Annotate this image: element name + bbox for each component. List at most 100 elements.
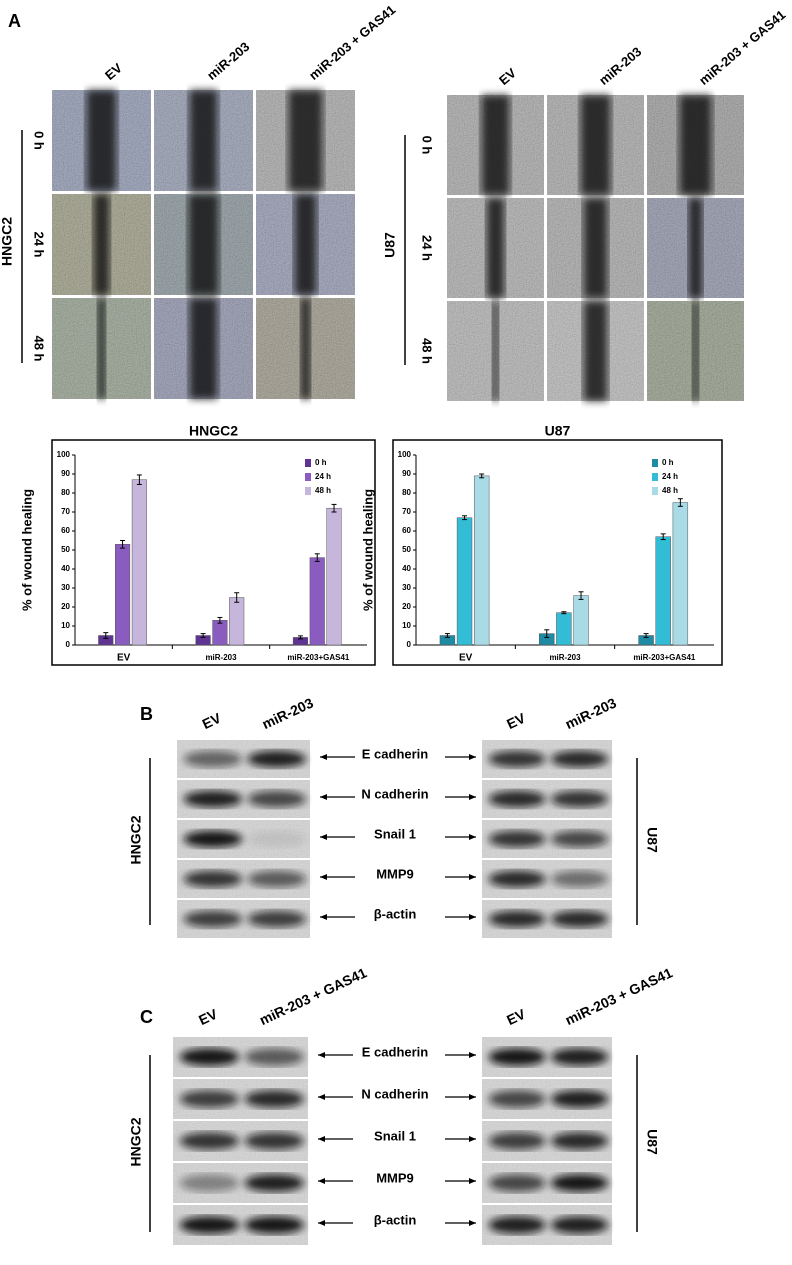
arrow-head xyxy=(320,874,327,880)
protein-label: E cadherin xyxy=(362,1044,429,1059)
wound-gap xyxy=(583,198,608,298)
blot-band xyxy=(550,790,609,808)
wound-gap xyxy=(288,90,323,191)
arrow-head xyxy=(469,754,476,760)
protein-label: MMP9 xyxy=(376,866,414,881)
blot-band xyxy=(550,1132,609,1150)
blot-band xyxy=(183,870,243,888)
blot-band xyxy=(244,1132,304,1150)
arrow-head xyxy=(469,914,476,920)
blot-band xyxy=(247,870,307,888)
y-axis-label: % of wound healing xyxy=(360,489,375,611)
wound-gap xyxy=(692,301,699,401)
legend-label: 0 h xyxy=(662,458,674,467)
blot-band xyxy=(179,1132,240,1150)
legend-label: 48 h xyxy=(662,486,678,495)
row-label: 48 h xyxy=(32,335,47,361)
blot-band xyxy=(247,910,307,928)
blot-band xyxy=(550,870,609,888)
chart-frame xyxy=(51,439,376,666)
blot-band xyxy=(179,1048,240,1066)
wound-gap xyxy=(583,301,608,401)
protein-label: N cadherin xyxy=(361,786,428,801)
blot-band xyxy=(247,830,307,848)
arrow-head xyxy=(469,794,476,800)
blot-band xyxy=(488,750,546,768)
y-tick-label: 90 xyxy=(402,469,411,478)
cell-line-label: U87 xyxy=(382,232,398,258)
y-tick-label: 10 xyxy=(402,621,411,630)
y-tick-label: 30 xyxy=(61,583,70,592)
row-label: 48 h xyxy=(420,338,435,364)
arrow-head xyxy=(320,834,327,840)
wound-gap xyxy=(300,298,311,399)
cell-line-label: HNGC2 xyxy=(0,217,15,266)
legend-swatch xyxy=(652,487,658,495)
column-label: EV xyxy=(102,60,125,83)
blot-band xyxy=(488,830,546,848)
lane-label: EV xyxy=(196,1005,220,1028)
lane-label: EV xyxy=(504,709,528,732)
y-tick-label: 20 xyxy=(402,602,411,611)
arrow-head xyxy=(318,1052,325,1058)
legend-swatch xyxy=(305,459,311,467)
legend-label: 0 h xyxy=(315,458,327,467)
blot-band xyxy=(488,1090,546,1108)
blot-band xyxy=(247,750,307,768)
x-tick-label: miR-203+GAS41 xyxy=(287,653,350,662)
arrow-head xyxy=(318,1136,325,1142)
wound-gap xyxy=(679,95,712,195)
panel-label: C xyxy=(140,1007,153,1027)
y-tick-label: 60 xyxy=(61,526,70,535)
wound-gap xyxy=(189,298,218,399)
arrow-head xyxy=(469,1178,476,1184)
protein-label: N cadherin xyxy=(361,1086,428,1101)
bar xyxy=(229,597,245,646)
blot-band xyxy=(488,1174,546,1192)
y-tick-label: 10 xyxy=(61,621,70,630)
protein-label: β-actin xyxy=(374,1212,417,1227)
legend-label: 24 h xyxy=(315,472,331,481)
blot-band xyxy=(183,830,243,848)
blot-band xyxy=(550,1048,609,1066)
bar xyxy=(309,557,325,646)
legend-swatch xyxy=(652,473,658,481)
blot-band xyxy=(183,750,243,768)
cell-line-label: U87 xyxy=(644,827,660,853)
y-tick-label: 80 xyxy=(402,488,411,497)
blot-band xyxy=(550,750,609,768)
x-tick-label: miR-203+GAS41 xyxy=(633,653,696,662)
blot-band xyxy=(247,790,307,808)
legend-swatch xyxy=(652,459,658,467)
x-tick-label: EV xyxy=(459,653,473,664)
lane-label: miR-203 + GAS41 xyxy=(257,964,369,1028)
protein-label: MMP9 xyxy=(376,1170,414,1185)
bar xyxy=(456,517,473,646)
arrow-head xyxy=(469,874,476,880)
y-tick-label: 20 xyxy=(61,602,70,611)
panel-label: B xyxy=(140,704,153,724)
row-label: 24 h xyxy=(32,231,47,257)
y-tick-label: 70 xyxy=(61,507,70,516)
blot-band xyxy=(488,1048,546,1066)
column-label: miR-203 + GAS41 xyxy=(696,7,788,88)
arrow-head xyxy=(320,794,327,800)
y-tick-label: 100 xyxy=(57,450,71,459)
bar xyxy=(473,475,490,646)
x-tick-label: miR-203 xyxy=(205,653,237,662)
lane-label: miR-203 xyxy=(260,694,316,732)
arrow-head xyxy=(469,834,476,840)
blot-band xyxy=(179,1174,240,1192)
wound-gap xyxy=(188,194,219,295)
y-tick-label: 80 xyxy=(61,488,70,497)
y-tick-label: 100 xyxy=(398,450,412,459)
bar xyxy=(326,507,342,646)
blot-band xyxy=(550,1216,609,1234)
y-tick-label: 70 xyxy=(402,507,411,516)
bar xyxy=(131,479,147,646)
protein-label: E cadherin xyxy=(362,746,429,761)
cell-line-label: HNGC2 xyxy=(128,1117,144,1166)
legend-swatch xyxy=(305,487,311,495)
wound-gap xyxy=(97,298,106,399)
